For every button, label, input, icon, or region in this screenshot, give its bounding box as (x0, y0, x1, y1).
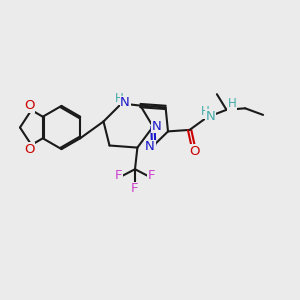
Text: O: O (24, 142, 34, 156)
Text: H: H (115, 92, 124, 105)
Text: H: H (201, 105, 210, 119)
Text: O: O (190, 145, 200, 158)
Text: F: F (148, 169, 155, 182)
Text: N: N (152, 119, 161, 133)
Text: F: F (131, 182, 139, 196)
Text: N: N (145, 140, 155, 154)
Text: O: O (24, 99, 34, 112)
Text: H: H (227, 97, 236, 110)
Text: N: N (206, 110, 215, 123)
Text: F: F (115, 169, 122, 182)
Text: N: N (120, 96, 130, 110)
